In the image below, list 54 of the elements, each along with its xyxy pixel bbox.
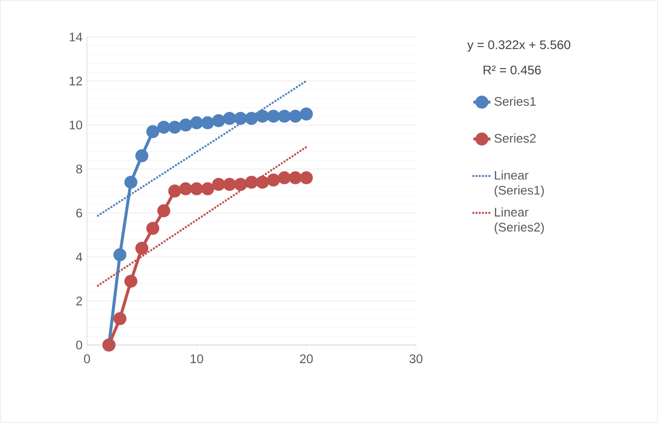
point (146, 222, 160, 235)
text: y = 0.322x + 5.560 (467, 40, 570, 52)
x-tick-label: 30 (410, 354, 422, 364)
point (168, 120, 182, 134)
y-tick-label: 12 (70, 76, 82, 86)
legend-label: Series1 (494, 96, 536, 106)
point (179, 118, 192, 132)
point (135, 242, 148, 255)
point (212, 178, 226, 191)
point (135, 149, 148, 162)
y-tick-label: 10 (70, 120, 82, 130)
x-tick-label: 10 (190, 354, 204, 364)
point (245, 112, 258, 125)
x-tick-label: 20 (300, 354, 313, 364)
point (256, 176, 269, 189)
point (300, 107, 313, 120)
point (278, 110, 291, 123)
y-tick-label: 14 (70, 32, 82, 42)
point (212, 114, 226, 128)
point (256, 110, 269, 123)
legend-label: Series2 (494, 134, 536, 143)
point (124, 176, 138, 189)
point (190, 116, 204, 130)
x-tick-label: 0 (84, 354, 90, 364)
point (168, 184, 182, 198)
point (124, 274, 138, 288)
y-tick-label: 8 (76, 164, 82, 174)
point (266, 173, 280, 186)
point (201, 116, 214, 130)
point (266, 110, 280, 123)
point (234, 112, 248, 125)
point (278, 171, 291, 184)
legend-label: Linear (Series1) (494, 170, 544, 198)
point (234, 178, 248, 191)
point (146, 125, 160, 138)
point (300, 171, 313, 184)
y-tick-label: 2 (76, 296, 82, 306)
point (288, 171, 302, 184)
point (113, 248, 126, 262)
point (223, 178, 236, 191)
y-tick-label: 4 (76, 252, 82, 262)
point (223, 112, 236, 125)
point (157, 120, 170, 134)
y-tick-label: 6 (76, 208, 82, 218)
legend-label: Linear (Series2) (494, 207, 544, 234)
point (288, 110, 302, 123)
text: R² = 0.456 (484, 66, 541, 74)
point (245, 176, 258, 189)
point (190, 182, 204, 196)
point (157, 204, 170, 218)
point (179, 182, 192, 196)
point (201, 182, 214, 196)
y-tick-label: 0 (76, 340, 82, 350)
point (113, 312, 126, 326)
